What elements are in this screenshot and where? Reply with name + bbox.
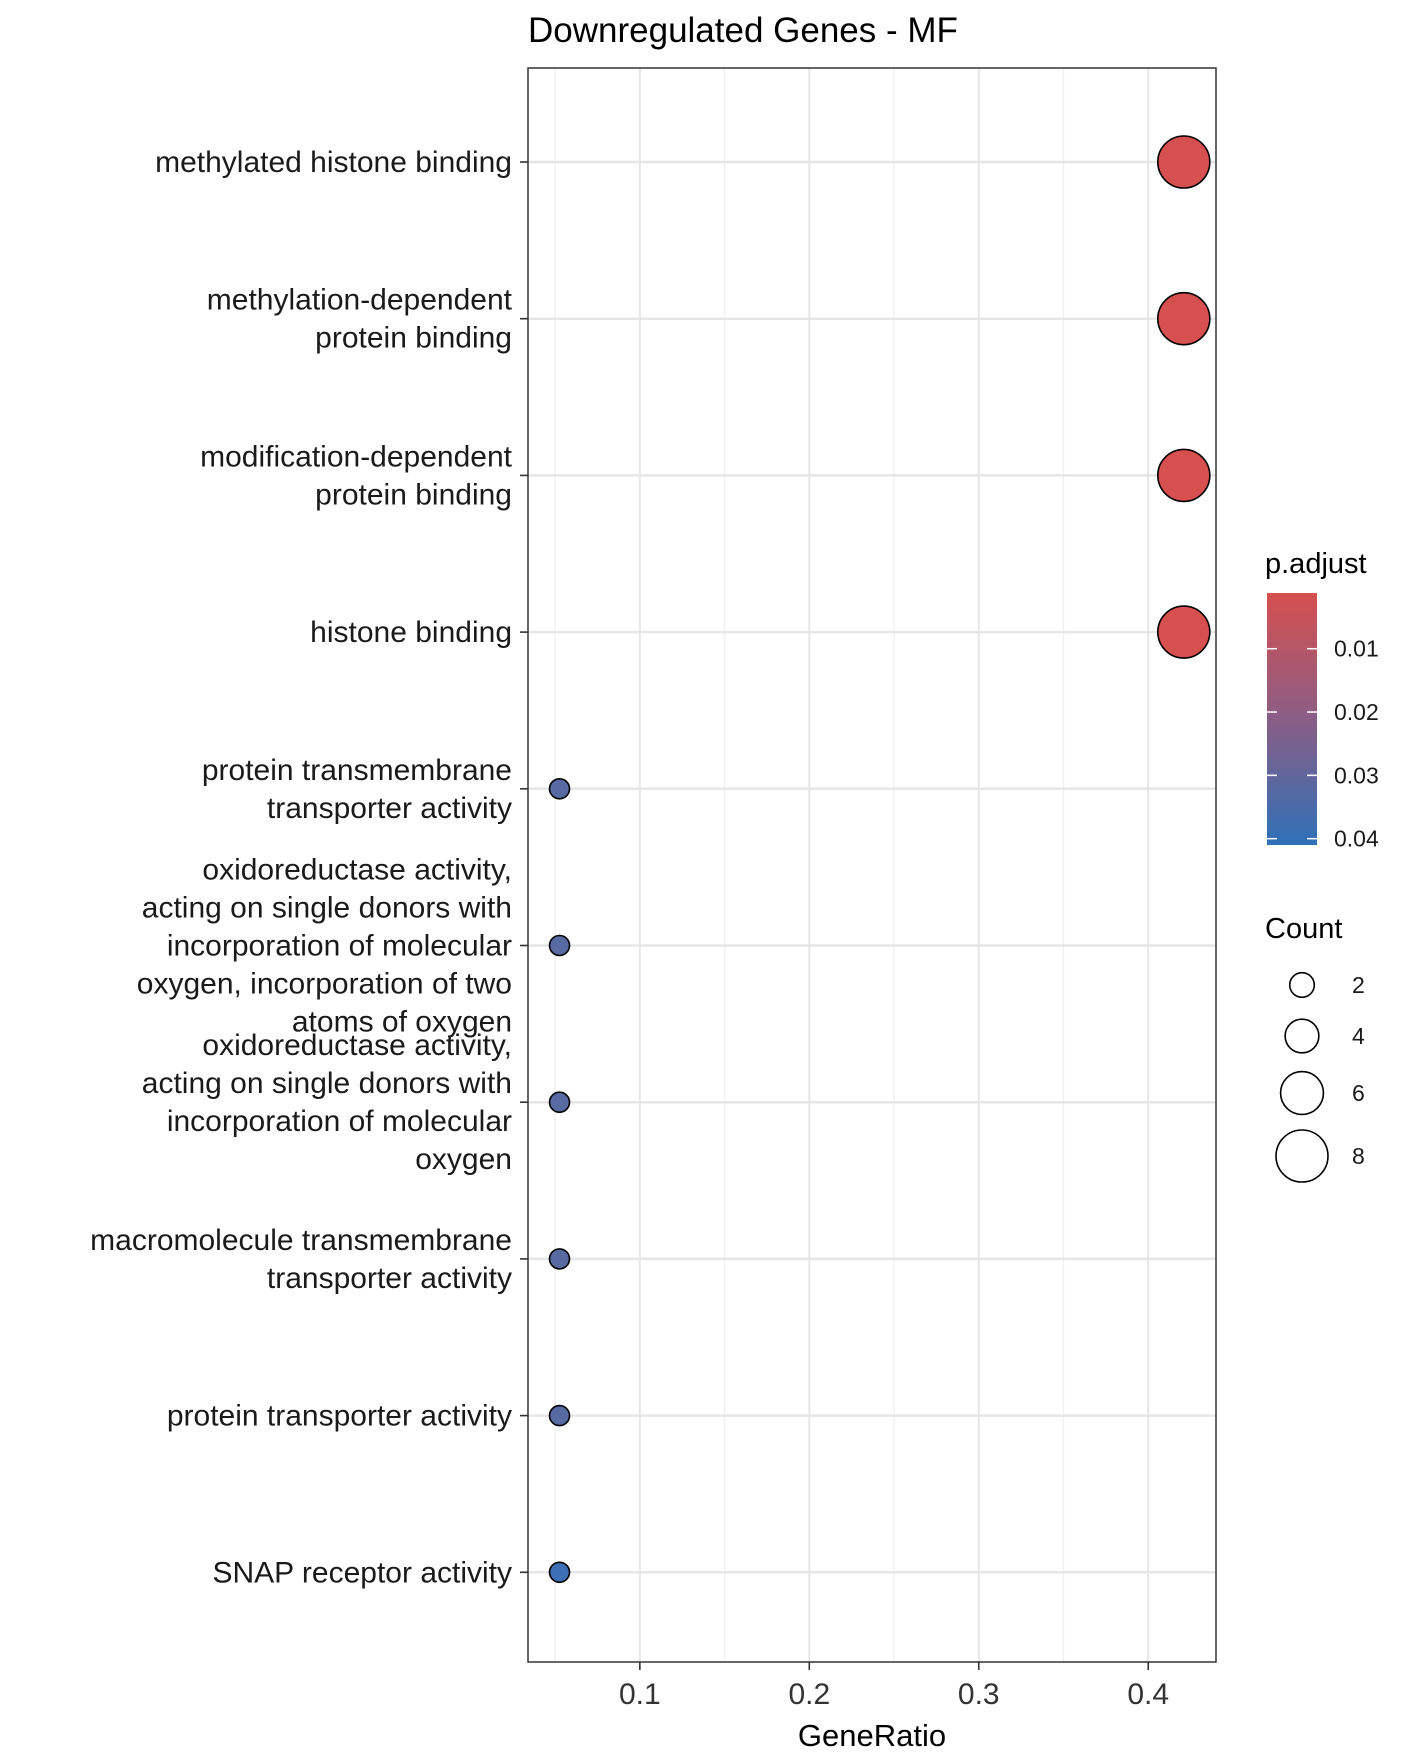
data-point bbox=[1157, 605, 1211, 659]
y-tick-label: protein transporter activity bbox=[167, 1400, 512, 1433]
x-tick-label: 0.4 bbox=[1127, 1678, 1169, 1711]
x-tick-label: 0.2 bbox=[788, 1678, 830, 1711]
y-tick-label: transporter activity bbox=[267, 792, 512, 825]
size-legend-key bbox=[1275, 1129, 1329, 1183]
size-legend-label: 6 bbox=[1352, 1080, 1365, 1106]
y-tick-label: atoms of oxygen bbox=[292, 1006, 512, 1039]
data-point bbox=[548, 1561, 571, 1584]
plot-panel-border bbox=[527, 67, 1217, 1663]
x-axis-ticks: 0.1 0.2 0.3 0.4 bbox=[619, 1662, 1169, 1711]
y-tick-label: protein binding bbox=[315, 478, 512, 511]
color-legend-title: p.adjust bbox=[1265, 548, 1367, 580]
data-point bbox=[548, 1091, 571, 1113]
size-legend-label: 2 bbox=[1352, 972, 1365, 998]
color-legend-bar bbox=[1267, 593, 1317, 845]
y-tick-label: modification-dependent bbox=[200, 440, 513, 473]
size-legend-key bbox=[1284, 1018, 1320, 1054]
color-legend-label: 0.01 bbox=[1334, 636, 1379, 662]
size-legend-label: 8 bbox=[1352, 1143, 1365, 1169]
y-tick-label: transporter activity bbox=[267, 1262, 512, 1295]
y-tick-label: acting on single donors with bbox=[142, 1067, 512, 1100]
y-tick-label: acting on single donors with bbox=[142, 892, 512, 925]
y-tick-label: incorporation of molecular bbox=[167, 1105, 512, 1138]
y-tick-label: macromolecule transmembrane bbox=[90, 1224, 512, 1257]
color-legend-label: 0.03 bbox=[1334, 762, 1379, 788]
x-tick-label: 0.3 bbox=[958, 1678, 1000, 1711]
data-point bbox=[548, 1404, 571, 1427]
y-tick-label: protein transmembrane bbox=[202, 754, 512, 787]
data-point bbox=[1157, 135, 1211, 189]
data-point bbox=[1157, 291, 1211, 346]
y-tick-label: oxygen bbox=[415, 1143, 512, 1176]
major-gridlines bbox=[528, 68, 1216, 1662]
size-legend-label: 4 bbox=[1352, 1023, 1365, 1049]
y-tick-label: oxidoreductase activity, bbox=[202, 1029, 512, 1062]
x-axis-title: GeneRatio bbox=[798, 1718, 946, 1753]
data-point bbox=[1157, 448, 1211, 503]
size-legend-title: Count bbox=[1265, 913, 1342, 945]
data-point bbox=[548, 777, 571, 800]
data-point bbox=[548, 1248, 571, 1270]
minor-gridlines bbox=[554, 68, 1065, 1662]
data-point bbox=[548, 934, 571, 957]
y-tick-label: histone binding bbox=[310, 616, 512, 649]
chart-title: Downregulated Genes - MF bbox=[528, 11, 958, 50]
color-legend-label: 0.04 bbox=[1334, 826, 1379, 852]
y-tick-label: oxidoreductase activity, bbox=[202, 854, 512, 887]
y-tick-label: incorporation of molecular bbox=[167, 930, 512, 963]
y-axis-ticks bbox=[520, 161, 528, 1574]
size-legend: Count 2 4 6 8 bbox=[1265, 913, 1365, 1183]
y-tick-label: SNAP receptor activity bbox=[212, 1556, 512, 1589]
size-legend-key bbox=[1288, 971, 1316, 999]
color-legend: p.adjust 0.01 0.02 0.03 0.04 bbox=[1265, 548, 1379, 852]
y-tick-label: oxygen, incorporation of two bbox=[137, 968, 512, 1001]
data-points bbox=[548, 135, 1211, 1584]
y-tick-label: methylated histone binding bbox=[155, 146, 512, 179]
y-tick-label: protein binding bbox=[315, 322, 512, 355]
y-tick-label: methylation-dependent bbox=[207, 284, 513, 317]
color-legend-label: 0.02 bbox=[1334, 699, 1379, 725]
size-legend-key bbox=[1279, 1070, 1325, 1116]
y-axis-labels: methylated histone binding methylation-de… bbox=[90, 146, 513, 1589]
x-tick-label: 0.1 bbox=[619, 1678, 661, 1711]
